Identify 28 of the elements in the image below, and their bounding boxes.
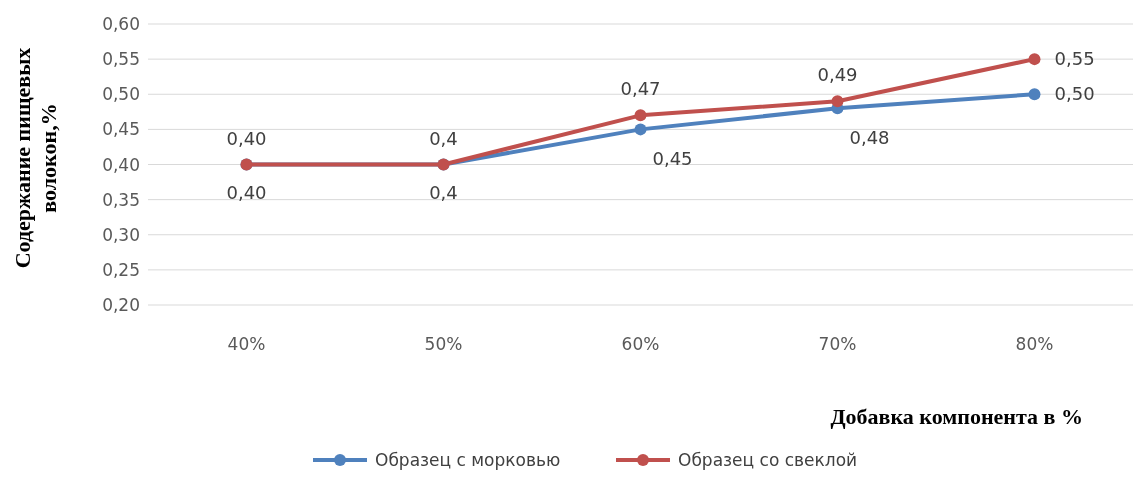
data-label: 0,49: [817, 64, 858, 86]
y-tick-label: 0,45: [102, 119, 140, 140]
y-tick-label: 0,40: [102, 154, 140, 175]
data-label: 0,40: [226, 127, 267, 149]
y-tick-label: 0,25: [102, 259, 140, 280]
y-tick-label: 0,60: [102, 14, 140, 34]
x-tick-label: 70%: [818, 334, 857, 354]
data-label: 0,4: [429, 181, 458, 203]
data-label: 0,47: [620, 78, 661, 100]
y-tick-label: 0,50: [102, 84, 140, 105]
data-label: 0,45: [652, 148, 693, 170]
y-tick-label: 0,20: [102, 295, 140, 315]
legend-label: Образец с морковью: [375, 450, 561, 470]
data-label: 0,55: [1054, 48, 1095, 70]
x-axis-title: Добавка компонента в %: [830, 404, 1083, 429]
data-label: 0,48: [849, 127, 890, 149]
legend-label: Образец со свеклой: [678, 450, 858, 470]
x-tick-label: 60%: [621, 334, 660, 354]
x-tick-label: 80%: [1015, 334, 1054, 354]
x-tick-label: 50%: [424, 334, 463, 354]
data-label: 0,40: [226, 181, 267, 203]
y-axis-title: Содержание пищевых волокон,%: [10, 47, 61, 269]
x-tick-label: 40%: [227, 334, 266, 354]
y-tick-label: 0,35: [102, 189, 140, 210]
y-tick-label: 0,30: [102, 224, 140, 245]
data-label: 0,4: [429, 127, 458, 149]
data-label: 0,50: [1054, 83, 1095, 105]
y-tick-label: 0,55: [102, 49, 140, 70]
